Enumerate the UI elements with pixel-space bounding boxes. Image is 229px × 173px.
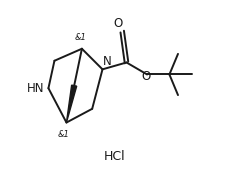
Text: HCl: HCl: [104, 149, 125, 162]
Text: N: N: [103, 56, 112, 69]
Text: O: O: [141, 70, 150, 83]
Text: &1: &1: [58, 130, 70, 139]
Text: HN: HN: [27, 82, 44, 95]
Text: O: O: [113, 17, 122, 30]
Polygon shape: [66, 85, 77, 122]
Text: &1: &1: [74, 33, 86, 42]
